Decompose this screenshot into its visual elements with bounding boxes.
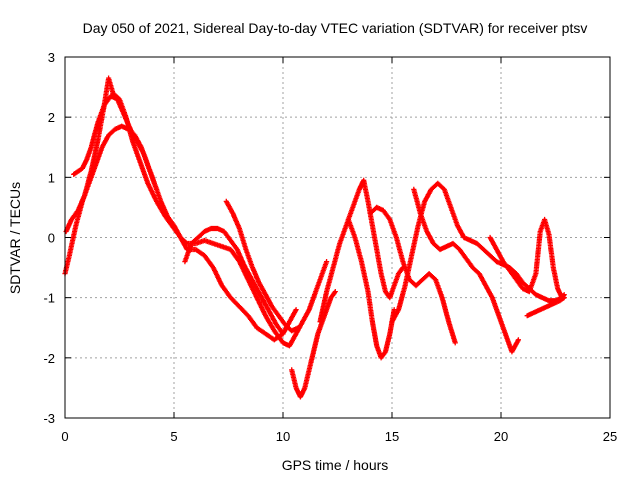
y-tick-label: -2 (43, 351, 55, 366)
data-point-markers (182, 225, 286, 337)
chart-title: Day 050 of 2021, Sidereal Day-to-day VTE… (83, 20, 588, 36)
data-point-markers (487, 216, 567, 301)
series-arc-3 (71, 93, 160, 192)
series-arc-12 (524, 295, 567, 319)
series-arc-5 (289, 289, 338, 400)
data-point-markers (71, 93, 160, 192)
data-point-markers (411, 186, 521, 355)
y-tick-label: 0 (48, 231, 55, 246)
series-arc-10 (411, 186, 521, 355)
series-arc-1 (63, 75, 330, 349)
axis-ticks: 0 5 10 15 20 25 -3 -2 -1 0 1 2 3 (43, 50, 617, 444)
series-arc-6 (317, 177, 406, 325)
y-tick-label: 1 (48, 170, 55, 185)
data-point-markers (63, 75, 330, 349)
y-tick-label: 2 (48, 110, 55, 125)
data-point-markers (317, 177, 406, 325)
x-tick-label: 15 (385, 429, 399, 444)
data-point-markers (345, 216, 397, 361)
x-tick-label: 10 (276, 429, 290, 444)
x-tick-label: 25 (603, 429, 617, 444)
series-arc-13 (182, 225, 286, 337)
y-axis-label: SDTVAR / TECUs (7, 182, 23, 294)
y-tick-label: 3 (48, 50, 55, 65)
x-tick-label: 5 (170, 429, 177, 444)
series-arc-7 (345, 216, 397, 361)
data-point-markers (524, 295, 567, 319)
data-series (62, 75, 567, 400)
y-tick-label: -1 (43, 291, 55, 306)
grid (65, 57, 610, 418)
data-point-markers (223, 198, 301, 334)
x-tick-label: 0 (61, 429, 68, 444)
x-tick-label: 20 (494, 429, 508, 444)
series-arc-11 (487, 216, 567, 301)
y-tick-label: -3 (43, 411, 55, 426)
x-axis-label: GPS time / hours (282, 457, 389, 473)
series-arc-4 (223, 198, 301, 334)
data-point-markers (289, 289, 338, 400)
